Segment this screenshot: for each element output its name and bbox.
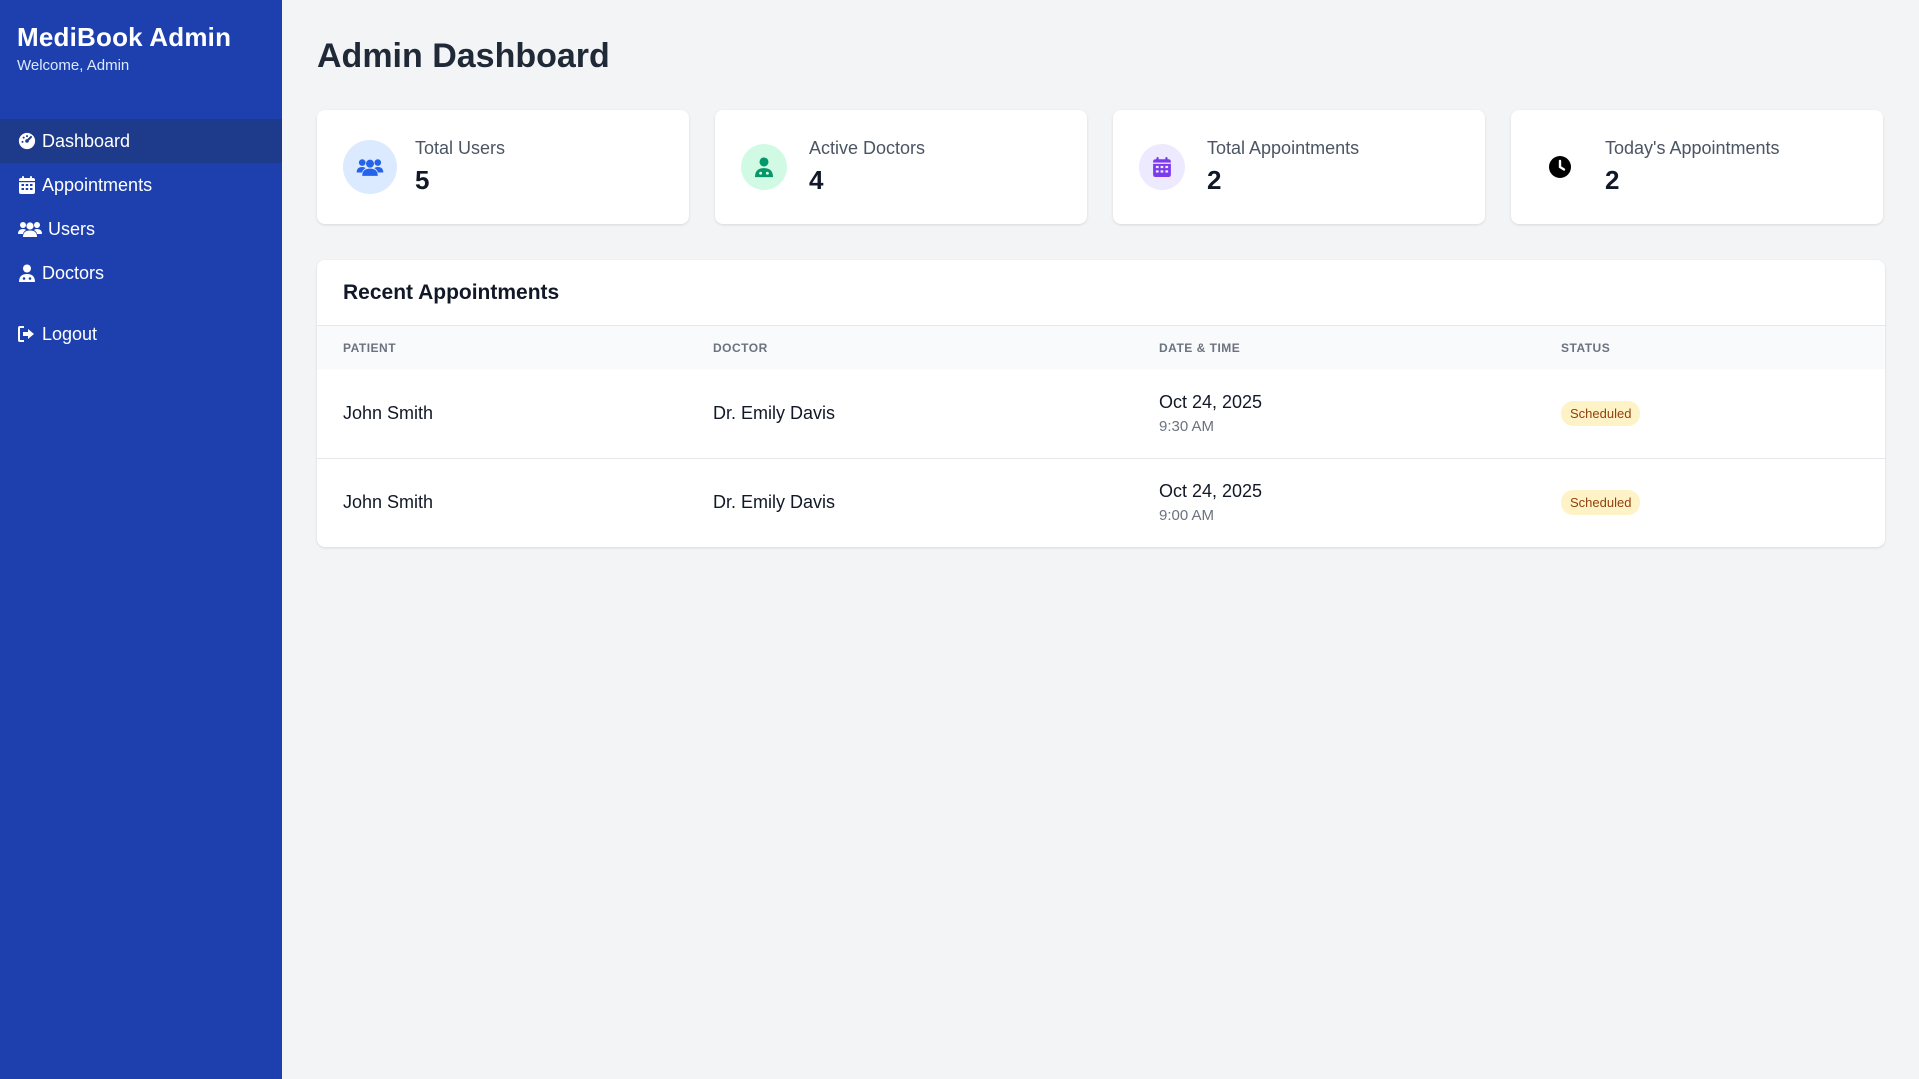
stat-label: Today's Appointments xyxy=(1605,138,1780,158)
column-header-doctor: DOCTOR xyxy=(713,340,768,355)
sidebar: MediBook Admin Welcome, Admin Dashboard … xyxy=(0,0,282,1079)
stats-row: Total Users 5 Active Doctors 4 Total xyxy=(317,110,1885,224)
sidebar-item-appointments[interactable]: Appointments xyxy=(0,163,282,207)
stat-value: 2 xyxy=(1605,165,1620,195)
sidebar-item-label: Appointments xyxy=(42,174,153,195)
stat-value: 5 xyxy=(415,165,430,195)
cell-patient: John Smith xyxy=(343,492,434,513)
column-header-patient: PATIENT xyxy=(343,340,397,355)
stat-value: 2 xyxy=(1207,165,1222,195)
table-row[interactable]: John Smith Dr. Emily Davis Oct 24, 2025 … xyxy=(317,458,1885,547)
sidebar-nav: Dashboard Appointments Users Doctors xyxy=(0,119,282,356)
table-row[interactable]: John Smith Dr. Emily Davis Oct 24, 2025 … xyxy=(317,369,1885,458)
clock-icon xyxy=(1537,144,1583,190)
stat-label: Total Appointments xyxy=(1207,138,1360,158)
stat-card-active-doctors: Active Doctors 4 xyxy=(715,110,1087,224)
logout-label: Logout xyxy=(42,323,98,344)
sidebar-item-users[interactable]: Users xyxy=(0,207,282,251)
logout-button[interactable]: Logout xyxy=(0,312,282,356)
cell-status: Scheduled xyxy=(1535,369,1885,458)
sidebar-item-dashboard[interactable]: Dashboard xyxy=(0,119,282,163)
cell-date-time: Oct 24, 2025 9:30 AM xyxy=(1133,369,1535,458)
appointments-table: PATIENT DOCTOR DATE & TIME STATUS John S… xyxy=(317,326,1885,547)
stat-card-total-users: Total Users 5 xyxy=(317,110,689,224)
stat-card-total-appointments: Total Appointments 2 xyxy=(1113,110,1485,224)
sidebar-item-label: Dashboard xyxy=(42,130,131,151)
stat-label: Total Users xyxy=(415,138,506,158)
cell-date-time: Oct 24, 2025 9:00 AM xyxy=(1133,458,1535,547)
cell-doctor: Dr. Emily Davis xyxy=(713,402,836,423)
doctor-icon xyxy=(17,263,37,283)
nav-spacer xyxy=(0,295,282,312)
doctor-icon xyxy=(741,144,787,190)
main-content: Admin Dashboard Total Users 5 Active Doc… xyxy=(282,0,1919,1079)
logout-icon xyxy=(17,324,37,344)
appointment-time: 9:00 AM xyxy=(1159,507,1215,525)
column-header-date-time: DATE & TIME xyxy=(1159,340,1241,355)
appointment-date: Oct 24, 2025 xyxy=(1159,391,1263,412)
panel-header: Recent Appointments xyxy=(317,260,1885,326)
cell-doctor: Dr. Emily Davis xyxy=(713,492,836,513)
stat-text: Active Doctors 4 xyxy=(809,138,925,196)
app-title: MediBook Admin xyxy=(17,22,232,52)
stat-text: Total Users 5 xyxy=(415,138,505,196)
sidebar-item-label: Users xyxy=(48,218,96,239)
calendar-icon xyxy=(17,175,37,195)
sidebar-item-label: Doctors xyxy=(42,262,105,283)
panel-title: Recent Appointments xyxy=(343,280,560,304)
table-header-row: PATIENT DOCTOR DATE & TIME STATUS xyxy=(317,326,1885,369)
sidebar-item-doctors[interactable]: Doctors xyxy=(0,251,282,295)
stat-text: Today's Appointments 2 xyxy=(1605,138,1780,196)
status-badge: Scheduled xyxy=(1561,400,1641,426)
dashboard-gauge-icon xyxy=(17,131,37,151)
stat-value: 4 xyxy=(809,165,824,195)
stat-text: Total Appointments 2 xyxy=(1207,138,1359,196)
table-body: John Smith Dr. Emily Davis Oct 24, 2025 … xyxy=(317,369,1885,547)
table-header: PATIENT DOCTOR DATE & TIME STATUS xyxy=(317,326,1885,369)
cell-status: Scheduled xyxy=(1535,458,1885,547)
page-title: Admin Dashboard xyxy=(317,37,610,75)
users-icon xyxy=(17,219,43,239)
cell-patient: John Smith xyxy=(343,402,434,423)
stat-label: Active Doctors xyxy=(809,138,926,158)
welcome-text: Welcome, Admin xyxy=(17,57,130,74)
calendar-icon xyxy=(1139,144,1185,190)
brand: MediBook Admin Welcome, Admin xyxy=(0,0,282,119)
status-badge: Scheduled xyxy=(1561,490,1641,516)
stat-card-todays-appointments: Today's Appointments 2 xyxy=(1511,110,1883,224)
users-icon xyxy=(343,140,397,194)
appointment-date: Oct 24, 2025 xyxy=(1159,481,1263,502)
appointment-time: 9:30 AM xyxy=(1159,417,1215,435)
recent-appointments-panel: Recent Appointments PATIENT DOCTOR DATE … xyxy=(317,260,1885,547)
column-header-status: STATUS xyxy=(1561,340,1611,355)
